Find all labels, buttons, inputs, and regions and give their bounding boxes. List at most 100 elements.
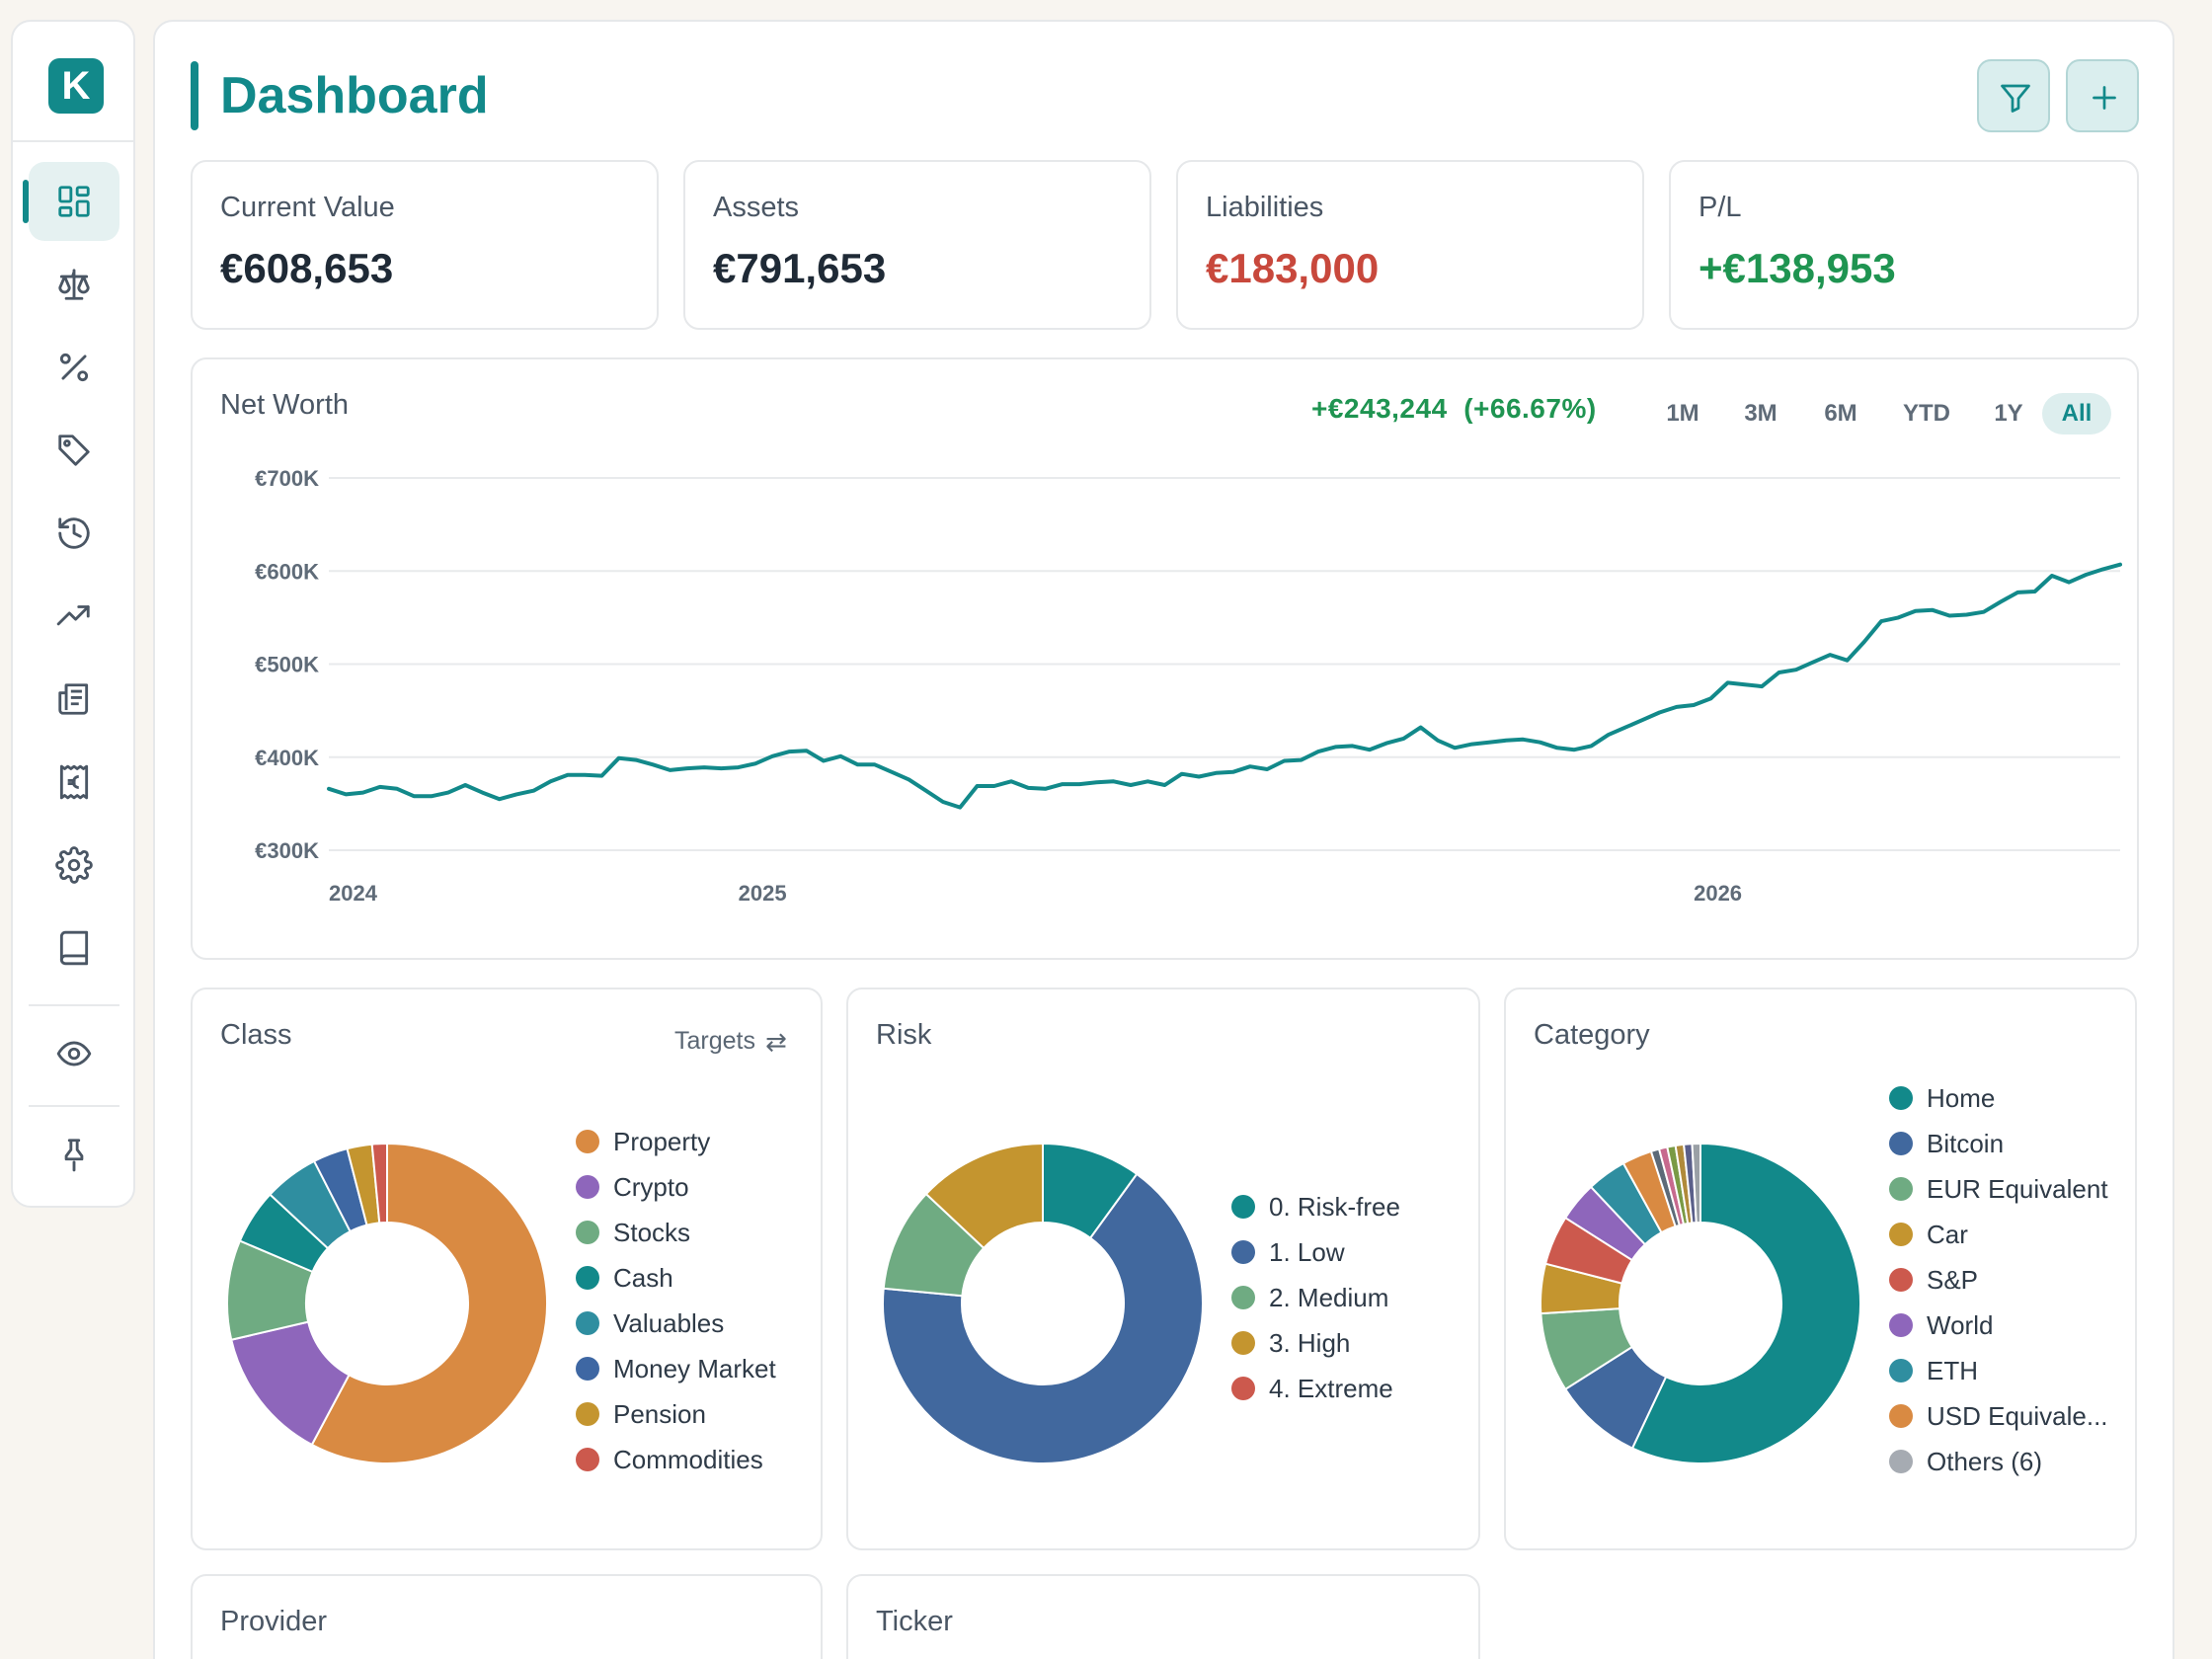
dashboard-icon [58,186,90,217]
legend-label: 0. Risk-free [1269,1192,1400,1222]
risk-card: Risk 0. Risk-free 1. Low 2. Medium 3. High 4… [846,988,1480,1550]
slice-property [310,1142,548,1464]
net-worth-line [327,562,2122,810]
legend-label: Property [613,1127,711,1156]
legend-label: Stocks [613,1218,691,1247]
app-logo[interactable]: K [48,58,104,114]
slice-others-5 [1691,1142,1701,1224]
kpi-label: Liabilities [1206,192,1324,223]
slice-home [1630,1142,1861,1464]
add-button[interactable] [2066,59,2139,132]
legend-swatch [576,1448,599,1471]
legend-swatch [1231,1286,1255,1309]
slice-1-low [882,1172,1204,1464]
legend-swatch [1889,1177,1913,1201]
x-tick-label: 2026 [1694,881,1742,906]
kpi-value: +€138,953 [1698,245,1896,291]
range-ytd-button[interactable]: YTD [1903,400,1950,427]
legend-swatch [1889,1313,1913,1337]
y-tick-label: €500K [255,653,319,677]
legend-swatch [1889,1450,1913,1473]
net-worth-chart: €700K €600K €500K €400K €300K 2024 2025 2026 [255,466,2122,906]
plus-icon [2093,86,2116,110]
percent-icon [59,353,89,382]
history-icon [58,517,90,549]
sidebar-item-pin[interactable] [29,1115,119,1194]
legend-label: Others (6) [1927,1447,2043,1476]
sidebar-item-history[interactable] [29,494,119,573]
sidebar-item-rates[interactable] [29,328,119,407]
range-all-button[interactable]: All [2042,393,2111,434]
sidebar-item-transactions[interactable] [29,743,119,822]
net-worth-card: Net Worth +€243,244 (+66.67%) 1M 3M 6M Y… [191,357,2139,960]
y-tick-label: €700K [255,466,319,491]
sidebar-item-dashboard[interactable] [23,162,119,241]
sidebar-item-docs[interactable] [29,908,119,988]
category-card: Category Home Bitcoin EUR Equivalent Car S&P… [1504,988,2137,1550]
card-title: Class [220,1019,292,1051]
provider-card: Provider [191,1574,823,1659]
sidebar-item-news[interactable] [29,660,119,739]
legend-label: 1. Low [1269,1237,1345,1267]
legend-swatch [1889,1359,1913,1382]
legend-swatch [576,1266,599,1290]
card-title: Net Worth [220,389,350,421]
legend-label: ETH [1927,1356,1978,1385]
net-worth-change: +€243,244 (+66.67%) [1311,393,1597,424]
card-title: Provider [220,1606,327,1637]
legend-swatch [576,1221,599,1244]
legend-label: Bitcoin [1927,1129,2005,1158]
sidebar-item-tags[interactable] [29,411,119,490]
sidebar-item-privacy[interactable] [29,1014,119,1093]
slice-commodities [370,1142,388,1224]
ticker-card: Ticker [846,1574,1480,1659]
card-title: Category [1534,1019,1650,1051]
newspaper-icon [58,683,89,715]
legend-swatch [1231,1195,1255,1219]
euro-receipt-icon [59,764,89,800]
sidebar-divider [29,1105,119,1107]
class-donut-chart [226,1142,548,1464]
book-icon [59,930,89,966]
range-3m-button[interactable]: 3M [1744,400,1778,427]
legend-swatch [576,1175,599,1199]
sidebar-item-balance[interactable] [29,245,119,324]
y-tick-label: €300K [255,838,319,863]
kpi-label: P/L [1698,192,1742,223]
page-title: Dashboard [220,67,489,124]
eye-icon [56,1041,92,1066]
scale-icon [58,269,90,300]
y-tick-label: €600K [255,559,319,584]
card-title: Ticker [876,1606,953,1637]
legend-label: Home [1927,1083,1996,1113]
sidebar-item-settings[interactable] [29,826,119,905]
legend-label: Valuables [613,1308,725,1338]
x-tick-label: 2024 [329,881,378,906]
legend-label: EUR Equivalent [1927,1174,2108,1204]
x-tick-label: 2025 [739,881,787,906]
tag-icon [58,434,90,466]
targets-toggle[interactable]: Targets [674,1027,755,1055]
legend-label: Commodities [613,1445,763,1474]
legend-swatch [1889,1268,1913,1292]
legend-label: World [1927,1310,1994,1340]
pin-icon [64,1139,84,1172]
range-6m-button[interactable]: 6M [1824,400,1857,427]
range-1m-button[interactable]: 1M [1666,400,1699,427]
legend-swatch [1889,1404,1913,1428]
y-tick-label: €400K [255,746,319,770]
sidebar-divider [29,1004,119,1006]
legend-swatch [1231,1331,1255,1355]
filter-button[interactable] [1977,59,2050,132]
kpi-value: €183,000 [1206,245,1380,291]
range-1y-button[interactable]: 1Y [1994,400,2023,427]
kpi-value: €608,653 [220,245,394,291]
swap-arrows-icon[interactable]: ⇄ [765,1027,787,1057]
sidebar-item-performance[interactable] [29,577,119,656]
legend-label: 3. High [1269,1328,1351,1358]
legend-label: S&P [1927,1265,1979,1295]
kpi-card-pl: P/L +€138,953 [1669,160,2139,330]
kpi-card-liabilities: Liabilities €183,000 [1176,160,1644,330]
title-accent [191,61,198,130]
sidebar: K [11,20,135,1208]
